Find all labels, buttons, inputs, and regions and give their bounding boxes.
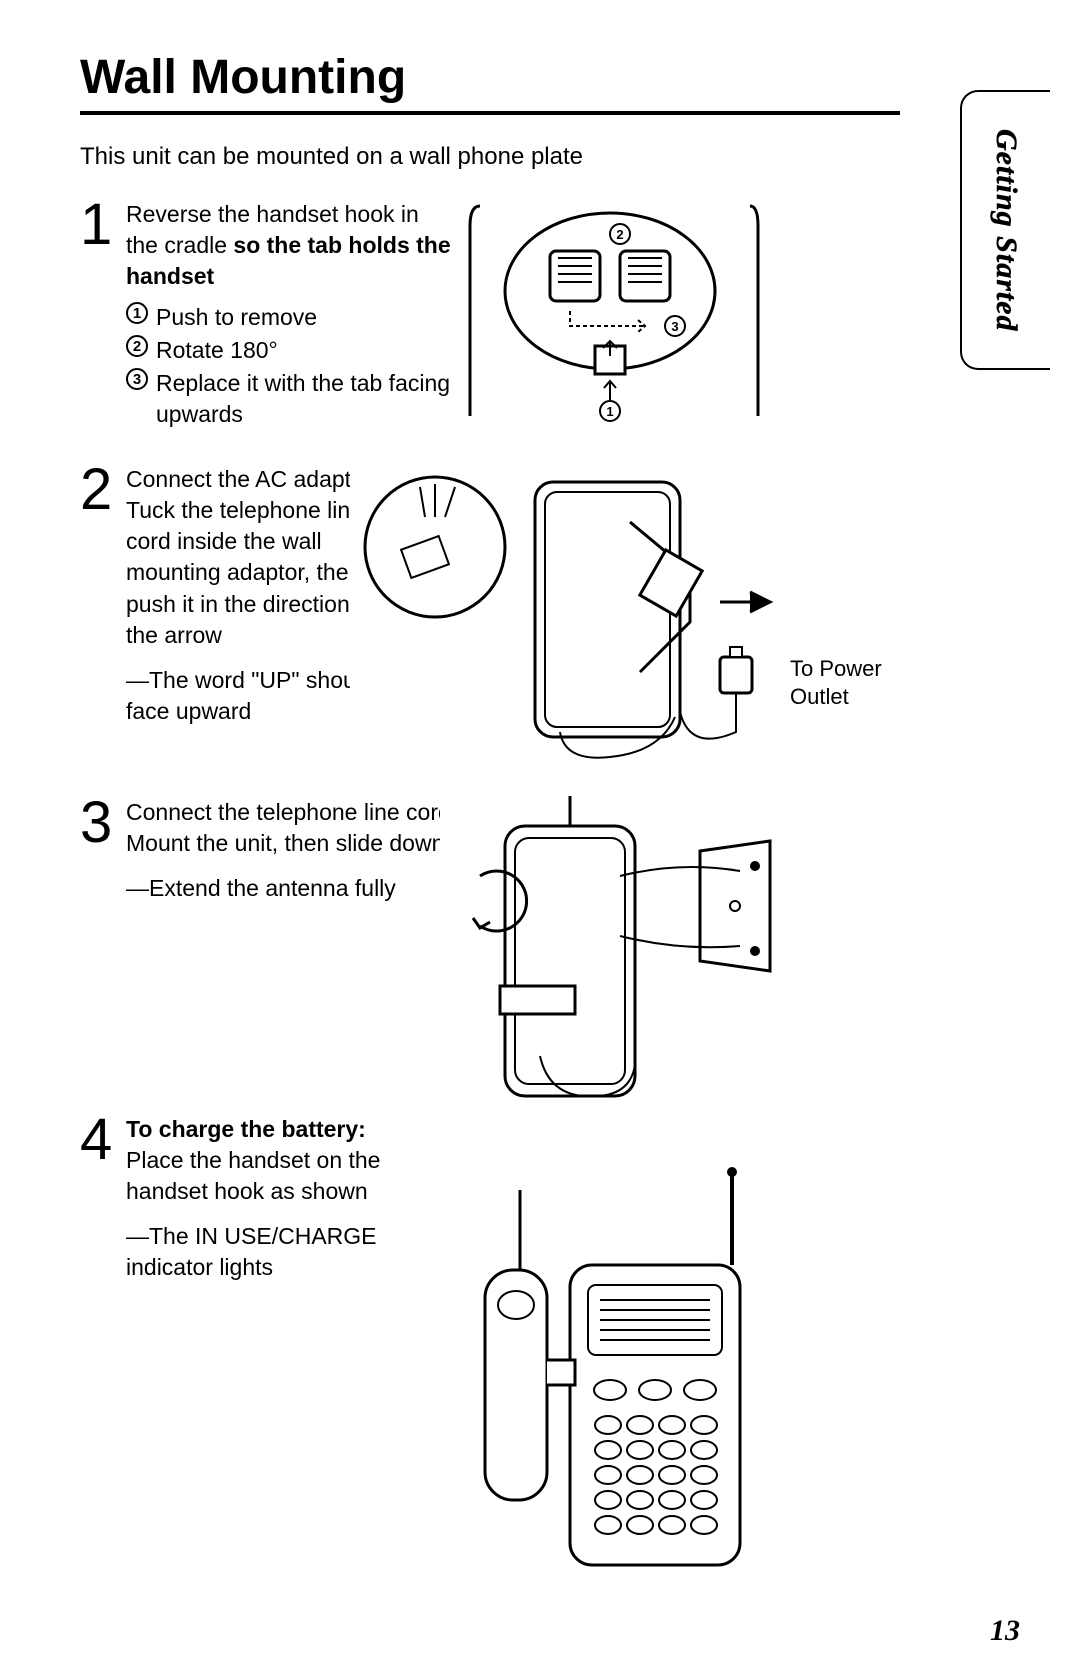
- step-text: Connect the telephone line cord Mount th…: [126, 799, 451, 856]
- step-number: 1: [80, 199, 126, 251]
- section-tab-label: Getting Started: [989, 129, 1023, 332]
- substep: 3 Replace it with the tab facing upwards: [126, 368, 456, 430]
- substep: 2 Rotate 180°: [126, 335, 456, 366]
- step-number: 2: [80, 464, 126, 516]
- substep-text: Rotate 180°: [156, 335, 278, 366]
- figure-3: [440, 796, 790, 1116]
- step-dash-note: —The IN USE/CHARGE indicator lights: [126, 1221, 456, 1283]
- step-body: Reverse the handset hook in the cradle s…: [126, 199, 456, 430]
- svg-text:1: 1: [606, 404, 613, 419]
- substep-text: Push to remove: [156, 302, 317, 333]
- circled-number-icon: 2: [126, 335, 148, 357]
- figure-2: [350, 462, 780, 772]
- svg-text:3: 3: [671, 319, 678, 334]
- substep: 1 Push to remove: [126, 302, 456, 333]
- step-number: 4: [80, 1114, 126, 1166]
- section-tab: Getting Started: [960, 90, 1050, 370]
- intro-text: This unit can be mounted on a wall phone…: [80, 143, 1020, 171]
- step-text: Connect the AC adaptor Tuck the telephon…: [126, 466, 375, 647]
- page-number: 13: [990, 1614, 1020, 1648]
- step-body: To charge the battery: Place the handset…: [126, 1114, 456, 1283]
- title-rule: [80, 111, 900, 115]
- power-outlet-label: To Power Outlet: [790, 655, 882, 710]
- step-text-bold: To charge the battery:: [126, 1116, 366, 1142]
- figure-4: [450, 1150, 780, 1580]
- svg-text:2: 2: [616, 227, 623, 242]
- figure-1: 2 3 1: [460, 196, 760, 422]
- step-dash-note: —Extend the antenna fully: [126, 873, 456, 904]
- power-label-line2: Outlet: [790, 684, 849, 709]
- power-label-line1: To Power: [790, 656, 882, 681]
- circled-number-icon: 3: [126, 368, 148, 390]
- substep-text: Replace it with the tab facing upwards: [156, 368, 456, 430]
- step-number: 3: [80, 797, 126, 849]
- circled-number-icon: 1: [126, 302, 148, 324]
- step-body: Connect the telephone line cord Mount th…: [126, 797, 456, 904]
- step-text: Place the handset on the handset hook as…: [126, 1147, 380, 1204]
- page-title: Wall Mounting: [80, 50, 1020, 105]
